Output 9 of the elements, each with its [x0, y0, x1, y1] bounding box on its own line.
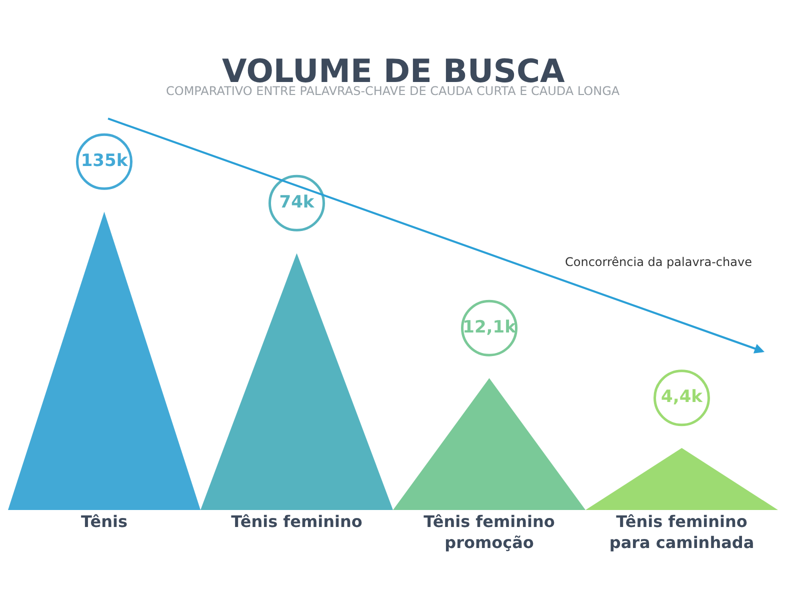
category-label: Tênis feminino promoção	[424, 512, 555, 552]
category-label: Tênis	[80, 512, 128, 531]
text: Concorrência da palavra-chave	[565, 255, 752, 269]
data-label: 135k	[80, 150, 128, 171]
category-label: Tênis feminino para caminhada	[609, 512, 754, 552]
data-label: 12,1k	[462, 317, 517, 338]
data-label: 74k	[279, 192, 315, 212]
data-label: 4,4k	[661, 387, 704, 408]
category-label: Tênis feminino	[231, 512, 362, 531]
